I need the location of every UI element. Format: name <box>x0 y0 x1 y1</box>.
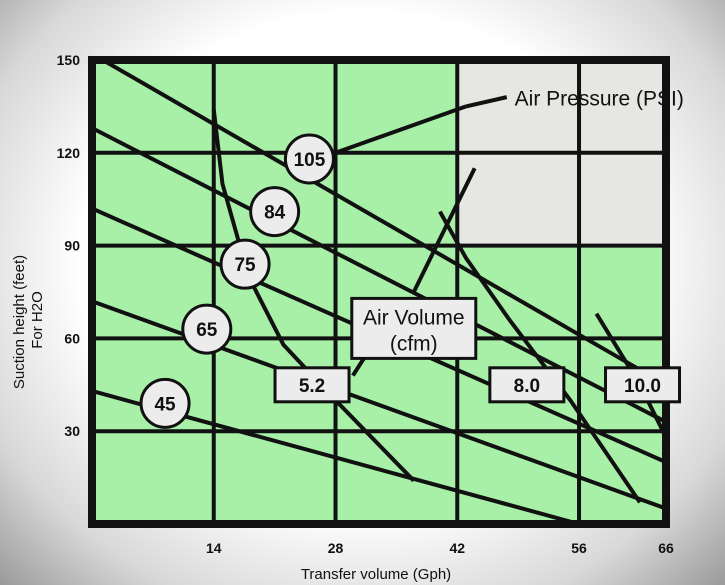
volume-curve-5-2 <box>211 109 416 483</box>
air-volume-label: Air Volume <box>363 306 465 329</box>
x-tick-label: 14 <box>206 540 222 556</box>
y-tick-label: 60 <box>64 330 80 346</box>
air-pressure-leader-end <box>465 95 508 109</box>
air-volume-leader-up <box>411 167 477 293</box>
x-tick-label: 42 <box>449 540 465 556</box>
air-volume-box <box>350 296 478 360</box>
x-tick-label: 66 <box>658 540 674 556</box>
pressure-bubble-label: 45 <box>154 394 176 415</box>
plot-frame <box>88 56 670 528</box>
pressure-bubble <box>283 133 335 185</box>
pressure-bubble <box>139 377 191 429</box>
y-tick-label: 30 <box>64 423 80 439</box>
x-tick-label: 56 <box>571 540 587 556</box>
volume-box-label: 5.2 <box>299 376 325 397</box>
volume-box <box>273 366 351 404</box>
volume-box-label: 10.0 <box>624 376 661 397</box>
pressure-bubble-label: 105 <box>294 150 326 171</box>
air-volume-unit: (cfm) <box>390 332 438 355</box>
volume-curve-8-0 <box>438 210 642 504</box>
pressure-line-105 <box>98 60 666 387</box>
plot-area: 105 84 75 65 45 5.2 8.0 10.0 Air Volume (cfm) Air … <box>11 52 684 583</box>
y-tick-label: 90 <box>64 238 80 254</box>
y-axis-sublabel: For H2O <box>29 291 46 349</box>
volume-box <box>488 366 566 404</box>
pressure-line-84 <box>92 126 666 424</box>
volume-box <box>604 366 682 404</box>
y-tick-label: 120 <box>57 145 81 161</box>
pressure-bubble-label: 75 <box>234 255 256 276</box>
air-pressure-leader <box>334 104 467 155</box>
pressure-bubble-label: 84 <box>264 203 286 224</box>
pressure-bubble-label: 65 <box>196 320 218 341</box>
pressure-bubble <box>219 238 271 290</box>
x-tick-label: 28 <box>328 540 344 556</box>
x-axis-label: Transfer volume (Gph) <box>301 566 451 583</box>
pressure-bubble <box>249 186 301 238</box>
y-tick-label: 150 <box>57 52 81 68</box>
volume-box-label: 8.0 <box>514 376 540 397</box>
y-axis-label: Suction height (feet) <box>11 255 28 389</box>
pressure-bubble <box>181 303 233 355</box>
air-pressure-label: Air Pressure (PSI) <box>515 87 684 110</box>
